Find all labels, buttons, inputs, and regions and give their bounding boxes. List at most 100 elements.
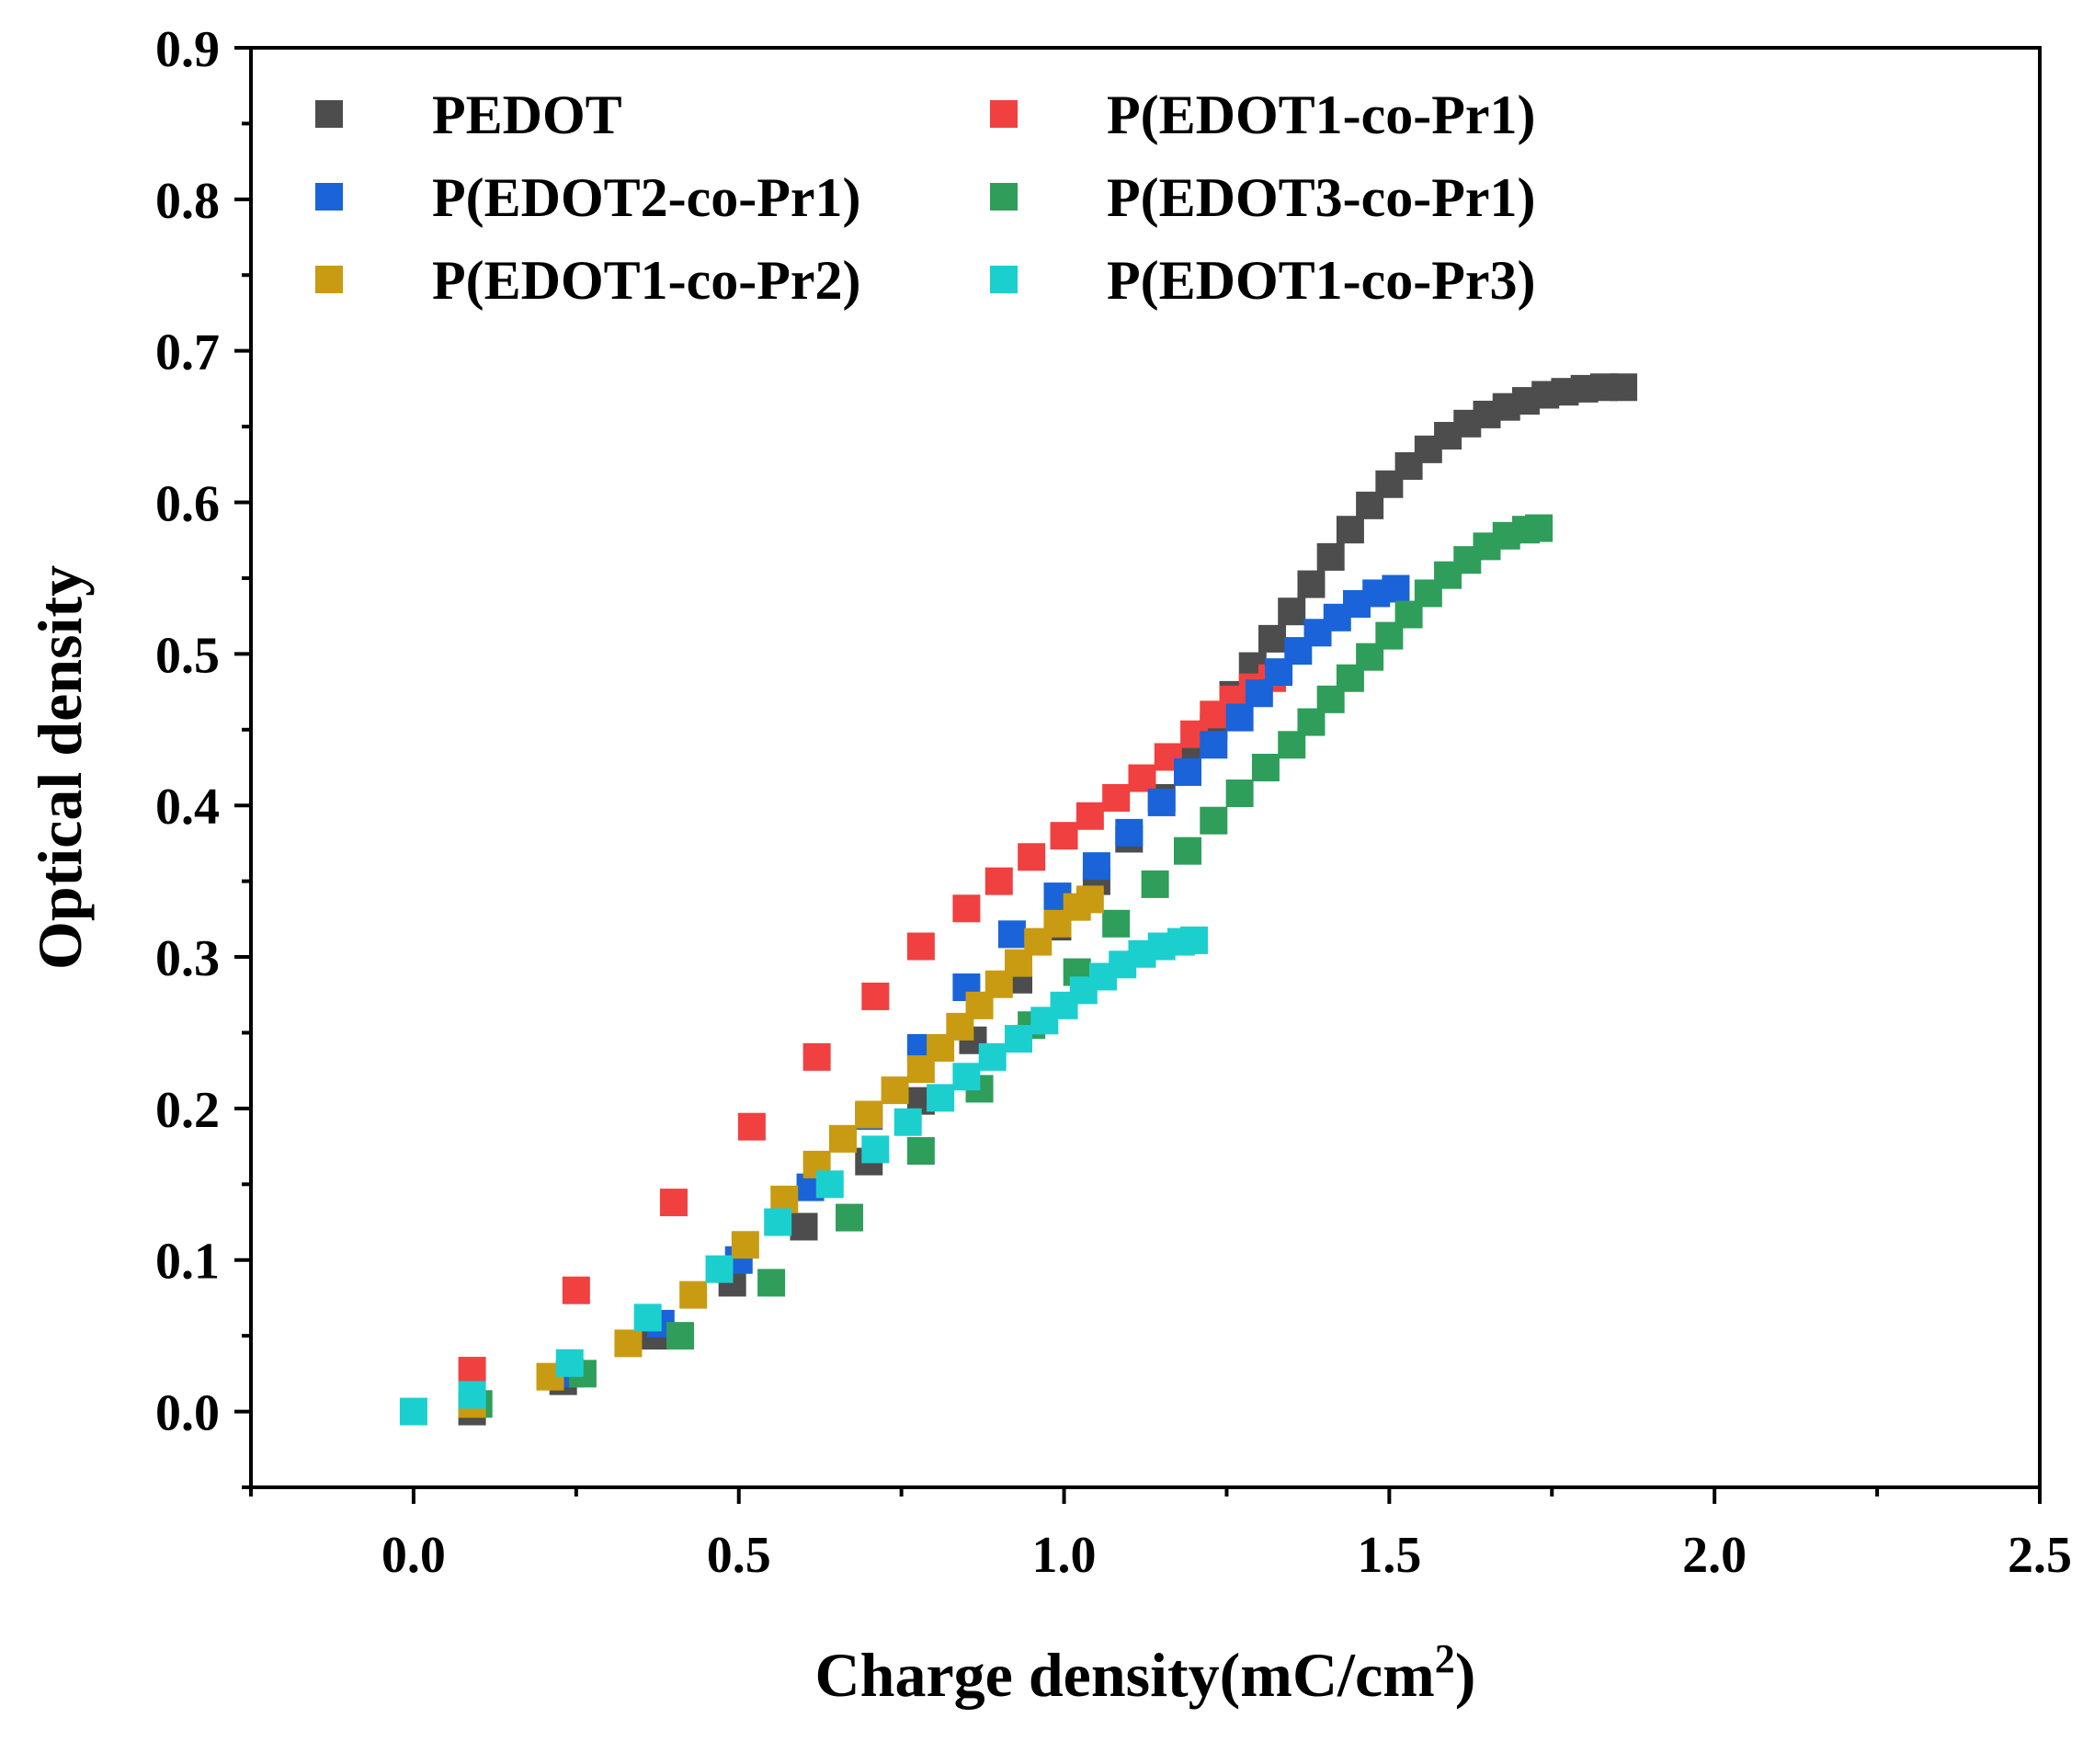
data-point [1200,731,1228,759]
data-point [1173,757,1201,786]
x-axis-title: Charge density(mC/cm2) [815,1636,1476,1710]
data-point [828,1124,857,1153]
data-point [659,1189,688,1217]
series-1 [458,664,1286,1385]
data-point [1278,597,1306,626]
legend-swatch [990,266,1018,293]
x-tick-label: 0.0 [381,1527,446,1584]
data-point [1050,822,1078,850]
x-axis-title-close: ) [1455,1640,1476,1710]
legend-item: P(EDOT2-co-Pr1) [315,167,861,228]
data-point [1180,926,1209,954]
x-axis-title-main: Charge density(mC/cm [815,1640,1435,1710]
data-point [562,1276,590,1304]
legend-item: P(EDOT1-co-Pr1) [990,85,1536,145]
data-point [984,867,1013,895]
series-3 [464,514,1553,1418]
legend-label: P(EDOT2-co-Pr1) [432,167,861,228]
x-tick-label: 1.5 [1357,1527,1421,1584]
axis-ticks [234,46,2042,1504]
data-point [614,1329,643,1358]
data-point [790,1212,818,1241]
x-tick-label: 0.5 [707,1527,771,1584]
data-point [952,1063,981,1091]
data-point [1200,806,1228,835]
series-2 [458,575,1410,1418]
legend-swatch [315,183,343,211]
y-tick-label: 0.4 [155,779,220,836]
data-point [1141,870,1169,898]
data-point [881,1076,909,1105]
data-point [1075,802,1104,830]
y-tick-label: 0.7 [155,324,220,381]
data-point [1102,909,1131,938]
legend-label: P(EDOT3-co-Pr1) [1107,167,1536,228]
legend-label: P(EDOT1-co-Pr2) [432,250,861,311]
x-axis-title-superscript: 2 [1435,1636,1455,1681]
data-point [757,1269,786,1297]
data-point [815,1170,844,1199]
data-point [705,1255,734,1283]
y-tick-label: 0.1 [155,1234,220,1291]
data-point [978,1042,1007,1071]
data-point [802,1042,831,1071]
data-point [679,1280,708,1309]
data-point [458,1381,486,1409]
data-point [906,932,935,961]
tick-labels: 0.0 0.5 1.0 1.5 2.0 2.5 0.0 0.1 0.2 0.3 0.4 0.5 0.6 0… [155,21,2072,1584]
y-tick-label: 0.5 [155,627,220,684]
y-tick-label: 0.8 [155,173,220,230]
data-point [1336,516,1364,544]
data-point [1005,1025,1033,1053]
series-4 [458,885,1104,1418]
legend-label: P(EDOT1-co-Pr3) [1107,250,1536,311]
data-point [1610,373,1638,402]
data-point [1316,542,1345,571]
data-point [737,1112,766,1141]
data-point [1173,836,1201,865]
data-point [1382,575,1410,603]
data-point [1225,703,1254,732]
legend-item: PEDOT [315,85,622,145]
legend: PEDOT P(EDOT1-co-Pr1) P(EDOT2-co-Pr1) P(EDO… [315,85,1536,311]
data-markers [399,373,1638,1426]
data-point [399,1397,427,1426]
y-tick-label: 0.0 [155,1385,220,1442]
data-point [1075,885,1104,914]
data-point [927,1084,955,1112]
legend-swatch [315,100,343,128]
legend-swatch [990,183,1018,211]
x-tick-label: 1.0 [1032,1527,1097,1584]
legend-item: P(EDOT3-co-Pr1) [990,167,1536,228]
data-point [1102,783,1131,812]
data-point [458,1357,486,1385]
y-tick-label: 0.6 [155,476,220,533]
plot-frame [249,46,2042,1489]
y-axis-title: Optical density [25,565,95,970]
data-point [1082,852,1110,881]
data-point [1258,624,1286,653]
data-point [1018,843,1046,871]
y-tick-label: 0.2 [155,1082,220,1139]
data-point [555,1349,584,1377]
data-point [666,1322,695,1350]
legend-swatch [315,266,343,293]
data-point [764,1208,792,1236]
data-point [1128,764,1156,792]
data-point [997,920,1026,949]
data-point [731,1231,759,1259]
data-point [1525,514,1553,542]
data-point [1251,754,1280,781]
data-point [906,1137,935,1166]
data-point [1297,570,1326,598]
data-point [1115,818,1144,847]
x-tick-label: 2.5 [2008,1527,2072,1584]
legend-item: P(EDOT1-co-Pr3) [990,250,1536,311]
data-point [1225,780,1254,808]
data-point [633,1303,662,1332]
legend-swatch [990,100,1018,128]
data-point [836,1203,864,1232]
data-point [861,1135,890,1164]
data-point [855,1100,883,1129]
